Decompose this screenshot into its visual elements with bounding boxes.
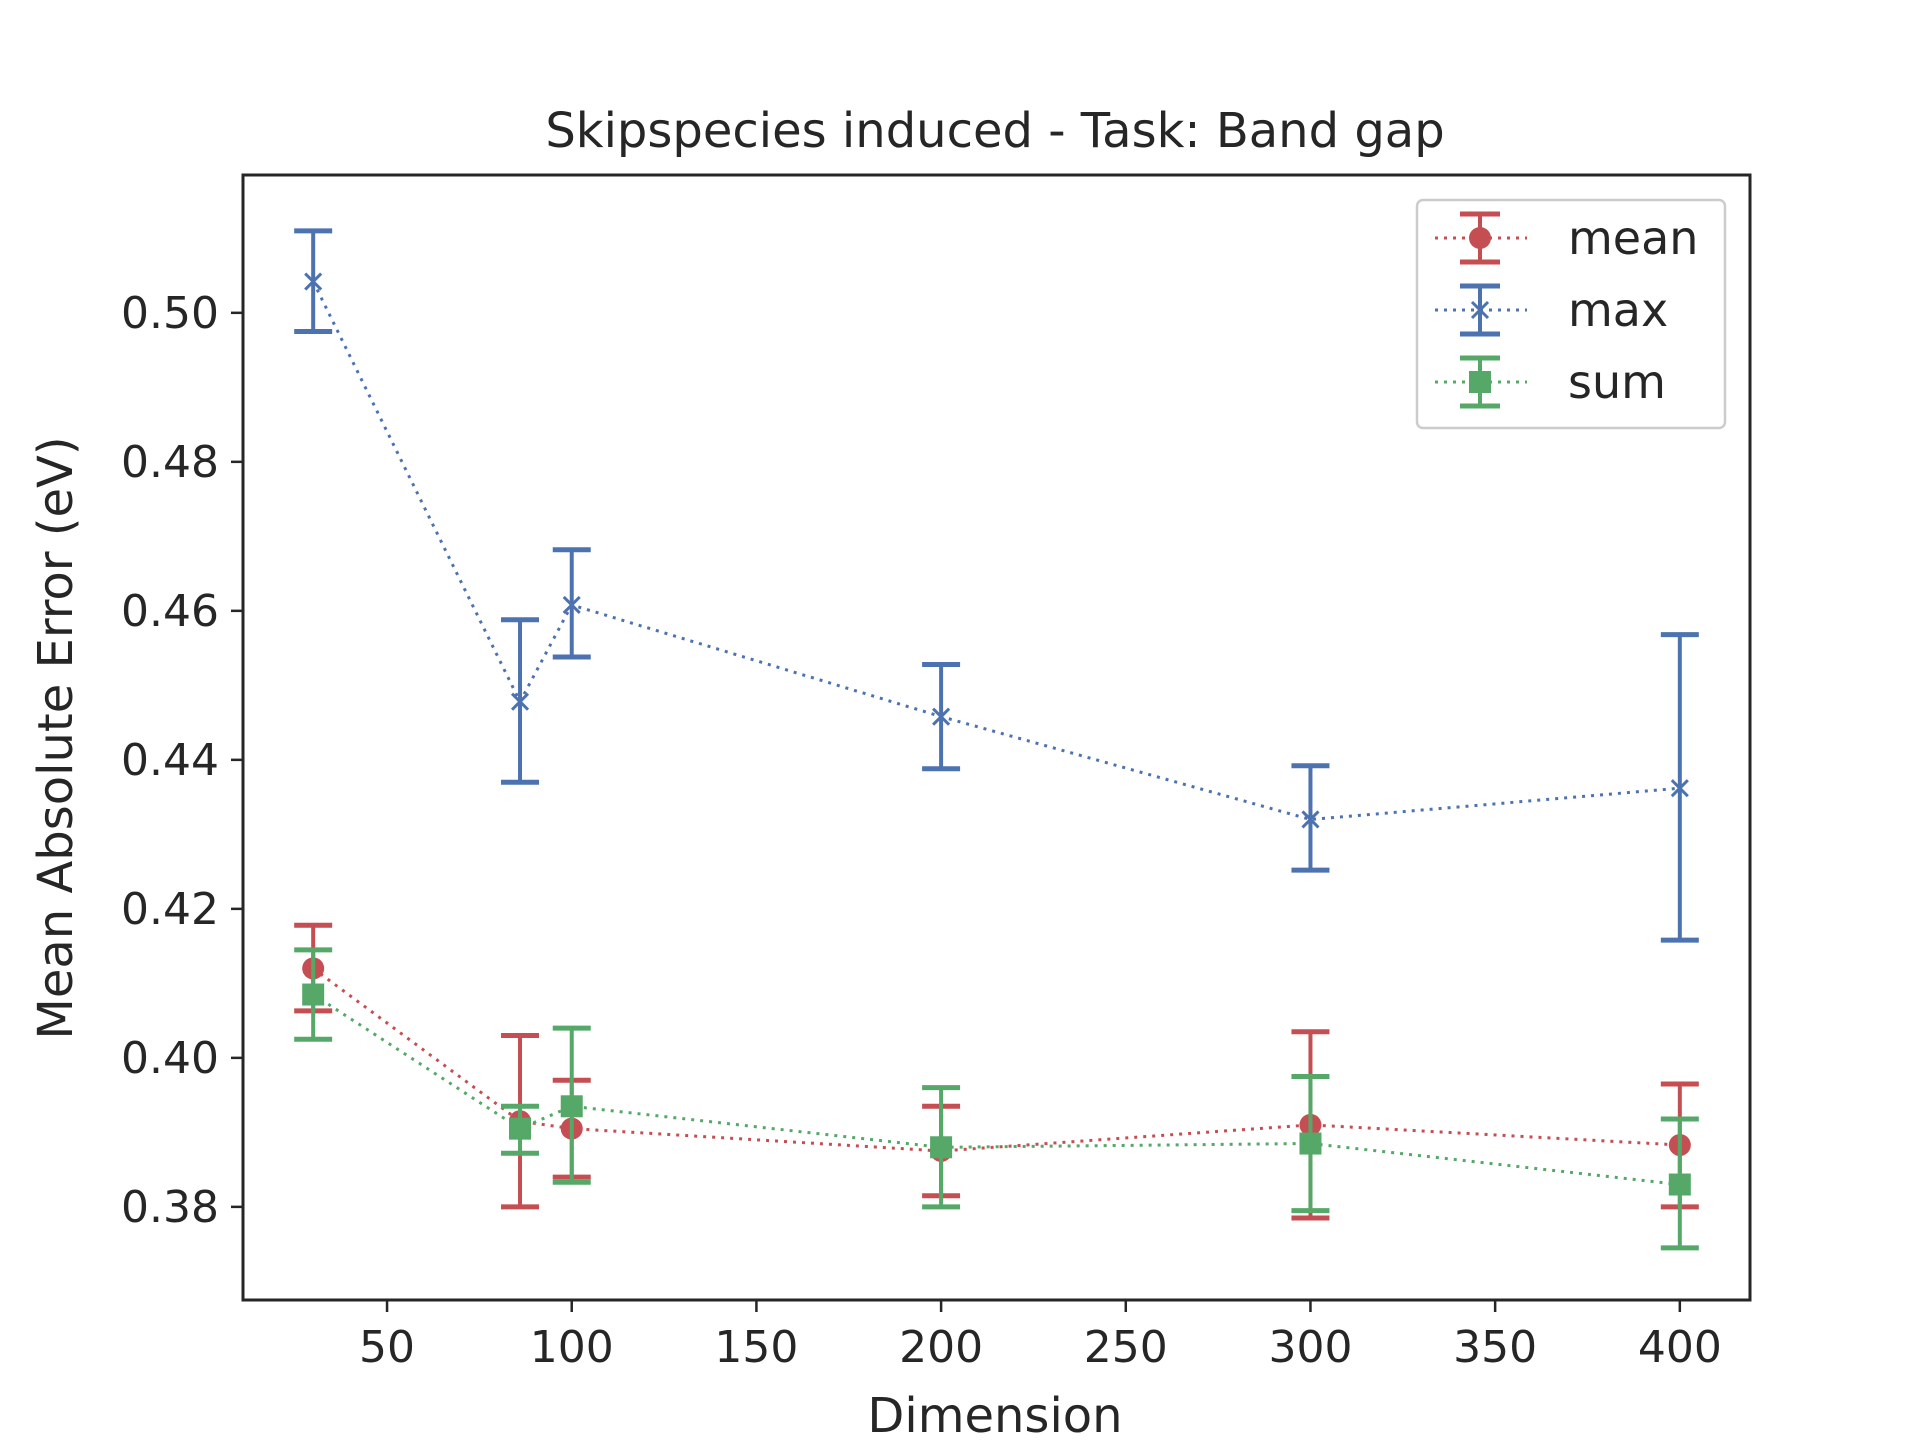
legend: mean max sum [1415,198,1727,430]
y-tick-label: 0.38 [121,1182,219,1233]
data-point [1670,779,1689,798]
legend-marker [1470,300,1490,320]
legend-item-mean: mean [1435,211,1698,265]
legend-box [1415,198,1727,430]
marker-stroke [932,707,951,726]
y-tick-label: 0.46 [121,586,219,637]
marker-stroke [562,595,581,614]
legend-marker [1469,227,1491,249]
x-tick-label: 150 [714,1322,798,1373]
y-tick-label: 0.44 [121,735,219,786]
x-tick-label: 100 [530,1322,614,1373]
x-tick-label: 400 [1638,1322,1722,1373]
legend-item-sum: sum [1435,355,1666,409]
series-layer [294,228,1699,1251]
data-point [1668,1173,1691,1196]
series-line [312,993,1680,1186]
x-axis-label: Dimension [867,1388,1122,1440]
marker-stroke [1670,779,1689,798]
data-point [1301,810,1320,829]
data-point [1299,1132,1322,1155]
legend-label: sum [1568,355,1666,409]
axis-ticks: 50 100 150 200 250 300 350 400 0.38 0.40 0.42 0.44 0… [121,288,1722,1373]
data-point [304,272,323,291]
x-tick-label: 200 [899,1322,983,1373]
series-sum [294,947,1699,1251]
x-tick-label: 250 [1084,1322,1168,1373]
y-tick-label: 0.50 [121,288,219,339]
plot-area [241,173,1752,1302]
chart-title: Skipspecies induced - Task: Band gap [545,103,1444,159]
legend-label: max [1568,283,1668,337]
data-point [509,1117,532,1140]
series-max [294,228,1699,943]
legend-marker [1469,371,1491,393]
legend-label: mean [1568,211,1698,265]
data-point [562,595,581,614]
y-tick-label: 0.42 [121,884,219,935]
marker-stroke [510,692,530,711]
y-axis-label: Mean Absolute Error (eV) [28,436,84,1039]
legend-item-max: max [1435,283,1668,337]
marker-stroke [304,272,323,291]
data-point [510,692,530,711]
x-tick-label: 50 [359,1322,415,1373]
data-point [930,1136,953,1159]
x-tick-label: 350 [1453,1322,1537,1373]
y-tick-label: 0.40 [121,1033,219,1084]
marker-stroke [1301,810,1320,829]
data-point [560,1095,583,1118]
x-tick-label: 300 [1268,1322,1352,1373]
data-point [302,983,325,1006]
y-tick-label: 0.48 [121,437,219,488]
marker-stroke [1470,300,1490,320]
data-point [932,707,951,726]
